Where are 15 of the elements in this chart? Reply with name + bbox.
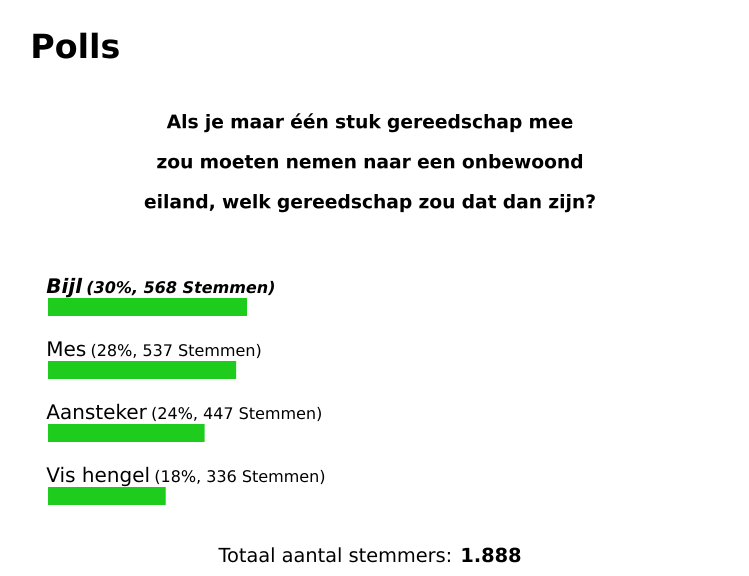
data-label: (30%, 568 Stemmen) xyxy=(88,280,274,296)
bar xyxy=(48,360,236,379)
y-tick-label: Mes xyxy=(48,341,86,356)
bar xyxy=(48,424,205,442)
y-tick-label: Aansteker xyxy=(46,404,147,420)
chart-title: Polls xyxy=(33,32,119,58)
text: Als je maar één stuk gereedschap mee zou moeten nemen naar een onbewoond eiland, welk gereedschap zou dat dan zijn? xyxy=(144,113,595,212)
y-tick-label: Vis hengel xyxy=(46,466,148,486)
bar xyxy=(48,298,248,316)
bar xyxy=(48,486,166,505)
data-label: (24%, 447 Stemmen) xyxy=(152,406,321,422)
data-label: (28%, 537 Stemmen) xyxy=(92,344,260,358)
y-tick-label: Bijl xyxy=(46,278,82,298)
data-label: (18%, 336 Stemmen) xyxy=(156,470,324,484)
text: Totaal aantal stemmers: 1.888 xyxy=(218,547,520,562)
